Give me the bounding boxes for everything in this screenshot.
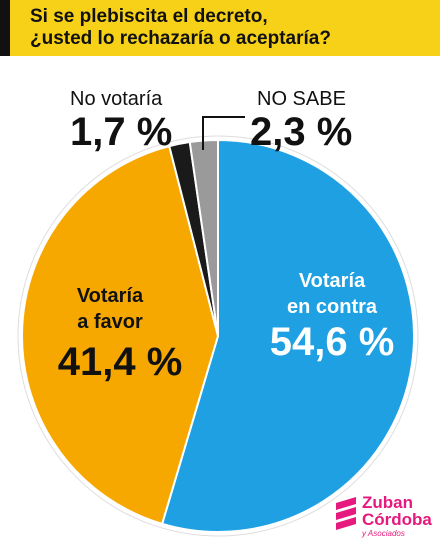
value-label: 54,6 % [269,320,395,364]
chart-title: Si se plebiscita el decreto, ¿usted lo r… [30,6,331,49]
leader-line [202,116,245,150]
logo-mark [336,497,356,530]
logo-text: Córdoba [362,510,432,529]
pie-slice [160,138,415,533]
pie-rim [17,135,419,537]
logo-subtext: y Asociados [362,529,405,538]
value-label: 2,3 % [250,110,353,154]
pie-slice [21,144,220,526]
value-label: 41,4 % [57,340,183,384]
value-label: 1,7 % [70,110,173,154]
logo-text: Zuban [362,493,413,512]
slice-label: Votaría en contra [286,270,378,318]
header [0,0,440,56]
slice-label: Votaría a favor [76,285,144,333]
header-accent [0,0,10,56]
slice-label: No votaría [70,88,163,110]
slice-label: NO SABE [257,88,346,110]
